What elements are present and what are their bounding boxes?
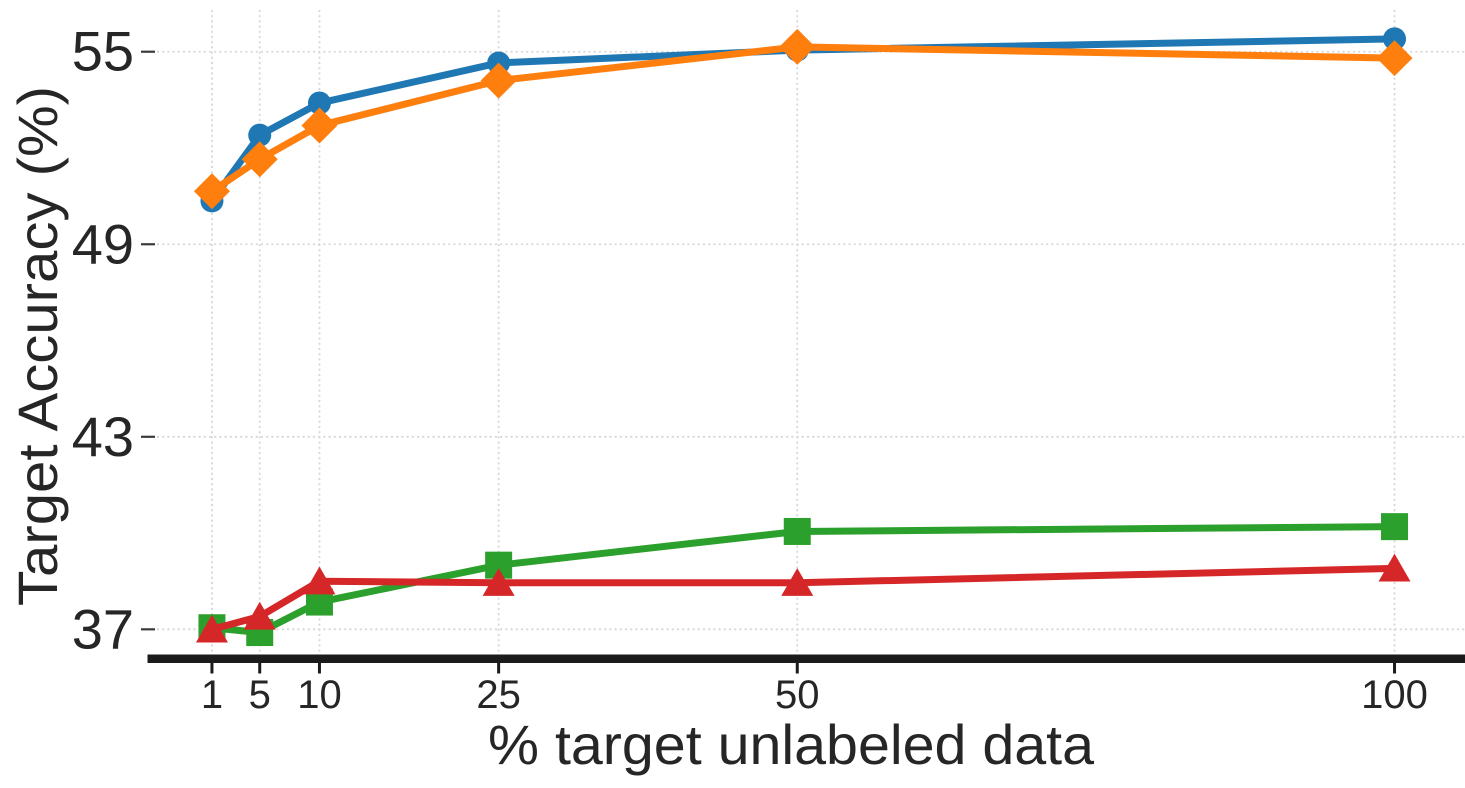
orange-diamond-series-marker-x100 bbox=[1376, 40, 1413, 77]
green-square-series-marker-x100 bbox=[1381, 513, 1409, 541]
green-square-series-marker-x50 bbox=[783, 517, 811, 545]
x-tick-label-50: 50 bbox=[775, 673, 820, 717]
red-triangle-series-line bbox=[208, 564, 1399, 633]
y-axis-label: Target Accuracy (%) bbox=[6, 86, 69, 606]
red-triangle-series-marker-x100 bbox=[1378, 553, 1411, 582]
x-axis-label: % target unlabeled data bbox=[488, 713, 1095, 776]
x-tick-label-100: 100 bbox=[1361, 673, 1428, 717]
orange-diamond-series-marker-x50 bbox=[779, 28, 816, 65]
red-triangle-series-marker-x1 bbox=[195, 614, 228, 643]
red-triangle-series-marker-x25 bbox=[482, 568, 515, 596]
orange-diamond-series-marker-x1 bbox=[193, 173, 230, 210]
red-triangle-series-marker-x50 bbox=[781, 568, 814, 596]
blue-circle-series-line bbox=[208, 35, 1399, 205]
orange-diamond-series-marker-x10 bbox=[301, 107, 338, 144]
y-tick-label-37: 37 bbox=[72, 597, 134, 660]
red-triangle-series-marker-x5 bbox=[243, 601, 276, 630]
x-axis-spine bbox=[147, 654, 1465, 663]
orange-diamond-series-marker-x25 bbox=[480, 62, 517, 99]
blue-circle-series-marker-x5 bbox=[248, 123, 272, 147]
x-tick-label-10: 10 bbox=[297, 673, 342, 717]
y-tick-label-43: 43 bbox=[72, 405, 134, 468]
x-tick-label-5: 5 bbox=[249, 673, 271, 717]
blue-circle-series-marker-x100 bbox=[1383, 27, 1407, 51]
y-tick-label-49: 49 bbox=[72, 212, 134, 275]
orange-diamond-series-marker-x5 bbox=[241, 141, 278, 178]
blue-circle-series-marker-x10 bbox=[307, 91, 331, 115]
orange-diamond-series-line bbox=[208, 43, 1399, 195]
x-tick-label-1: 1 bbox=[201, 673, 223, 717]
red-triangle-series-marker-x10 bbox=[303, 566, 336, 595]
y-tick-label-55: 55 bbox=[72, 20, 134, 83]
x-tick-label-25: 25 bbox=[476, 673, 521, 717]
